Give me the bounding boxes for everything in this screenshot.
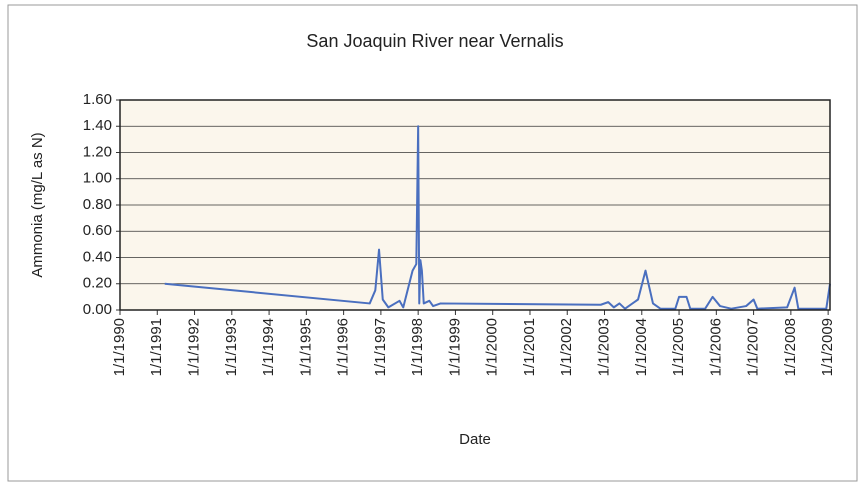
y-tick-label: 1.60 [83,91,112,108]
x-tick-label: 1/1/2004 [633,318,650,376]
y-tick-label: 1.40 [83,117,112,134]
x-tick-label: 1/1/2007 [745,318,762,376]
y-tick-label: 0.80 [83,196,112,213]
chart-title: San Joaquin River near Vernalis [306,31,563,51]
y-tick-label: 1.20 [83,143,112,160]
x-tick-label: 1/1/2002 [558,318,575,376]
x-tick-label: 1/1/1990 [111,318,128,376]
y-tick-label: 0.60 [83,222,112,239]
data-line [164,125,831,310]
x-tick-label: 1/1/2008 [782,318,799,376]
y-tick-label: 0.40 [83,248,112,265]
x-tick-label: 1/1/2003 [595,318,612,376]
x-tick-label: 1/1/2009 [819,318,836,376]
x-tick-label: 1/1/1991 [148,318,165,376]
y-tick-label: 0.00 [83,301,112,318]
x-tick-label: 1/1/2000 [484,318,501,376]
x-tick-label: 1/1/1994 [260,318,277,376]
x-tick-label: 1/1/1993 [223,318,240,376]
x-axis-label: Date [459,431,491,448]
y-tick-label: 1.00 [83,170,112,187]
x-tick-label: 1/1/2006 [707,318,724,376]
x-tick-label: 1/1/2001 [521,318,538,376]
x-tick-label: 1/1/1995 [297,318,314,376]
plot-border [119,99,831,311]
x-tick-label: 1/1/1992 [186,318,203,376]
y-tick-label: 0.20 [83,275,112,292]
x-tick-label: 1/1/1998 [409,318,426,376]
x-tick-label: 1/1/1997 [372,318,389,376]
x-tick-label: 1/1/2005 [670,318,687,376]
x-tick-label: 1/1/1996 [335,318,352,376]
y-axis-label: Ammonia (mg/L as N) [29,132,46,277]
x-tick-label: 1/1/1999 [446,318,463,376]
